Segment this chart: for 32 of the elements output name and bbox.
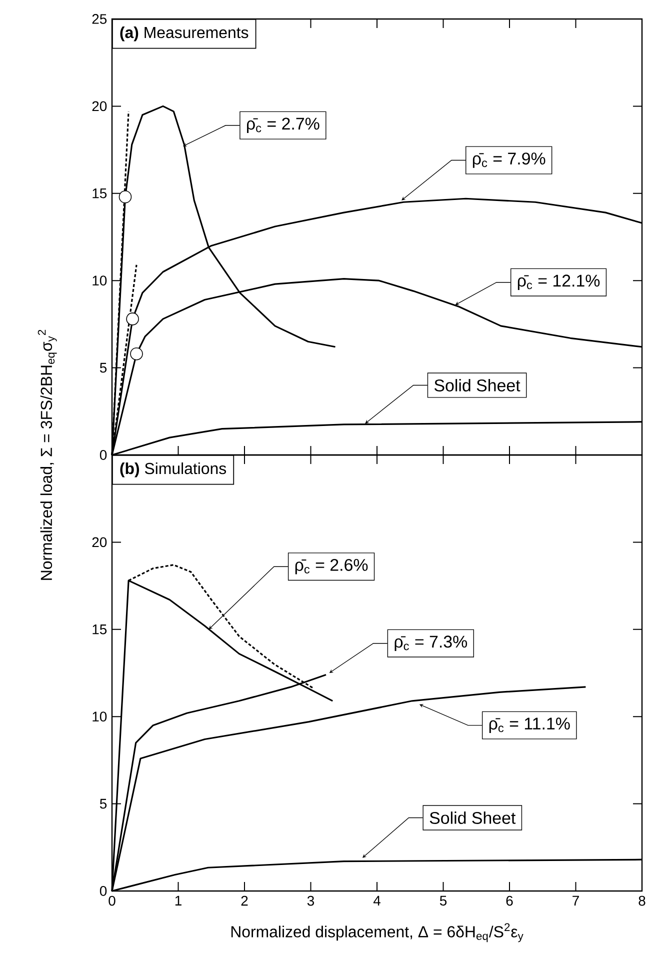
y-tick-label: 0 <box>100 886 107 896</box>
annotation: ρ̄$_{c}$ = 11.1% <box>489 718 570 733</box>
x-tick-label: 2 <box>241 896 248 906</box>
x-axis-title: Normalized displacement, Δ = 6δH$_{eq}$/S$^{2}$ε$_{y}$ <box>231 923 524 942</box>
x-tick-label: 0 <box>108 896 116 906</box>
annotation: Solid Sheet <box>430 812 516 824</box>
x-tick-label: 4 <box>373 896 380 906</box>
x-tick-label: 8 <box>638 896 646 906</box>
x-tick-label: 7 <box>572 896 579 906</box>
chart-title: (b) Simulations <box>120 462 226 478</box>
y-tick-label: 5 <box>100 798 107 809</box>
annotation: ρ̄$_{c}$ = 7.9% <box>472 152 546 168</box>
x-tick-label: 6 <box>506 896 513 906</box>
x-tick-label: 3 <box>307 896 314 906</box>
chart-title: (a) Measurements <box>120 26 248 42</box>
annotation: ρ̄$_{c}$ = 12.1% <box>518 274 600 290</box>
y-tick-label: 20 <box>92 537 107 548</box>
y-tick-label: 15 <box>92 624 107 634</box>
y-tick-label: 5 <box>100 362 107 373</box>
y-tick-label: 15 <box>92 188 107 198</box>
y-tick-label: 25 <box>92 14 107 24</box>
y-tick-label: 0 <box>100 450 107 460</box>
y-axis-title: Normalized load, Σ = 3FS/2BH$_{eq}$σ$_{y}$2 <box>38 330 57 580</box>
annotation: ρ̄$_{c}$ = 2.6% <box>295 558 368 574</box>
y-tick-label: 10 <box>92 712 107 722</box>
y-tick-label: 20 <box>92 101 107 112</box>
y-tick-label: 10 <box>92 276 107 286</box>
x-tick-label: 1 <box>175 896 182 906</box>
annotation: Solid Sheet <box>434 379 520 392</box>
annotation: ρ̄$_{c}$ = 7.3% <box>394 636 468 652</box>
x-tick-label: 5 <box>440 896 447 906</box>
annotation: ρ̄$_{c}$ = 2.7% <box>247 118 320 134</box>
